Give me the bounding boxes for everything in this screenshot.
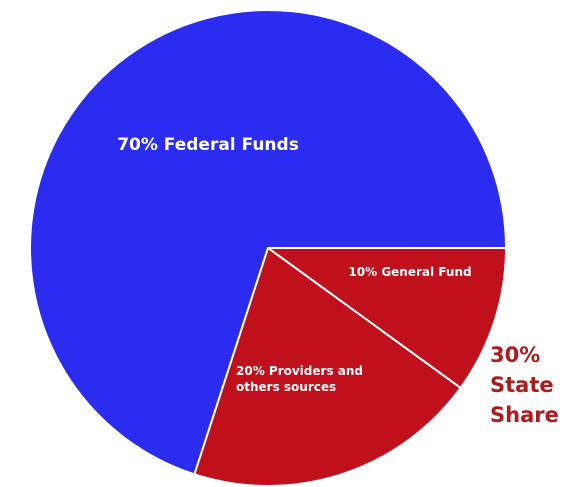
slice-label-line: others sources [236,380,336,394]
slice-label-line: 20% Providers and [236,364,363,378]
slice-label-line: 70% Federal Funds [117,135,299,155]
annotation-line: 30% [490,343,541,367]
pie-slice [193,247,462,487]
slice-label: 20% Providers and others sources [236,364,363,394]
annotation-line: Share [490,403,559,427]
pie-slice [29,9,507,476]
pie-slice [267,247,507,389]
annotation-line: State [490,373,554,397]
state-share-annotation: 30% State Share [490,340,570,430]
slice-label: 70% Federal Funds [117,135,299,155]
slice-label: 10% General Fund [348,265,471,279]
slice-label-line: 10% General Fund [348,265,471,279]
